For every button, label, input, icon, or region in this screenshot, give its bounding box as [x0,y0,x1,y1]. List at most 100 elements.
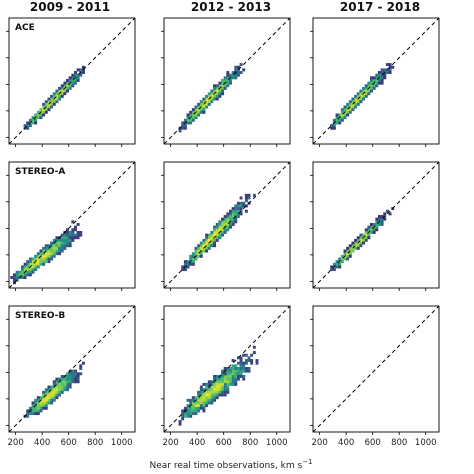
heatmap-cell [55,100,59,104]
heatmap-cell [351,241,355,245]
panel-plot-area [164,306,290,432]
heatmap-cell [63,382,67,386]
heatmap-cell [228,223,232,226]
heatmap-cell [189,110,193,114]
heatmap-cell [76,377,80,381]
heatmap-cell [205,396,209,400]
heatmap-cell [47,396,51,400]
heatmap-cell [239,356,243,360]
heatmap-cell [28,268,32,272]
heatmap-cell [215,92,219,96]
heatmap-cell [377,73,381,77]
heatmap-cell [60,92,64,96]
heatmap-cell [205,393,209,397]
heatmap-cell [42,257,46,261]
heatmap-cell [50,396,54,400]
heatmap-cell [354,102,358,106]
heatmap-cell [50,97,54,101]
heatmap-cell [375,79,379,82]
heatmap-cell [221,382,224,386]
heatmap-cell [66,79,69,82]
heatmap-cell [364,238,368,242]
heatmap-cell [364,89,368,93]
panel-frame [312,17,440,145]
heatmap-cell [50,385,54,389]
heatmap-cell [71,372,75,376]
heatmap-cell [68,244,72,248]
heatmap-cell [234,369,238,373]
heatmap-cell [367,233,371,237]
heatmap-cell [63,81,67,85]
heatmap-cell [383,76,387,80]
heatmap-cell [210,236,214,240]
heatmap-cell [36,260,40,264]
heatmap-cell [226,374,230,378]
heatmap-cell [50,398,54,402]
heatmap-cell [218,228,222,232]
heatmap-cell [356,236,360,240]
heatmap-cell [68,79,72,82]
heatmap-cell [340,110,344,114]
heatmap-cell [242,68,246,72]
heatmap-cell [183,260,187,264]
heatmap-cell [47,398,51,402]
heatmap-cell [218,385,222,389]
heatmap-cell [50,390,54,394]
heatmap-cell [183,406,187,410]
heatmap-cell [73,71,77,74]
heatmap-cell [189,118,193,122]
heatmap-cell [354,241,358,245]
heatmap-cell [194,406,198,410]
heatmap-cell [231,217,235,221]
heatmap-cell [63,92,67,96]
x-tick-label: 400 [338,438,354,448]
heatmap-cell [60,388,64,392]
heatmap-cell [181,409,185,413]
heatmap-cell [244,199,248,203]
heatmap-cell [58,385,62,389]
heatmap-cell [338,113,342,117]
heatmap-cell [231,71,235,74]
heatmap-cell [189,113,193,117]
heatmap-cell [359,233,363,237]
panel-1-1 [161,161,291,291]
heatmap-cell [231,223,235,226]
heatmap-cell [52,238,56,242]
heatmap-cell [221,92,224,96]
heatmap-cell [189,409,193,413]
heatmap-cell [68,374,72,378]
heatmap-cell [76,73,80,77]
x-tick-label: 600 [365,438,381,448]
heatmap-cell [335,116,339,120]
heatmap-cell [26,270,30,274]
heatmap-cell [223,367,227,370]
heatmap-cell [42,401,46,405]
heatmap-cell [226,385,230,389]
heatmap-cell [377,81,381,85]
heatmap-cell [370,79,373,82]
heatmap-cell [223,220,227,224]
heatmap-cell [236,71,240,74]
heatmap-cell [340,254,344,258]
heatmap-cell [388,71,392,74]
heatmap-cell [23,276,27,280]
panel-2-1: 200 400 600 800 1000 [161,305,291,448]
heatmap-cell [58,390,62,394]
heatmap-cell [39,404,43,408]
panels: ACE STEREO-A 200 400 600 800 1000 STEREO-B 200 40… [6,17,440,448]
heatmap-cell [186,409,190,413]
heatmap-cell [346,254,350,258]
heatmap-cell [244,196,248,200]
heatmap-cell [244,353,248,357]
heatmap-cell [221,380,224,384]
heatmap-cell [79,367,83,370]
heatmap-cell [354,246,358,250]
heatmap-cell [226,390,230,394]
heatmap-cell [34,398,38,402]
heatmap-cell [250,359,254,362]
heatmap-cell [367,228,371,232]
heatmap-cell [340,260,344,264]
heatmap-cell [55,246,59,250]
heatmap-cell [372,223,376,226]
heatmap-cell [52,102,56,106]
